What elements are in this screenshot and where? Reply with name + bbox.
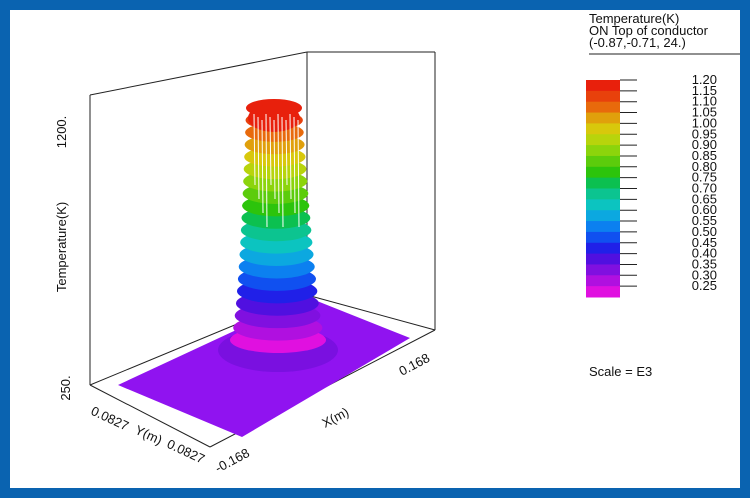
x-tick-left: -0.168 <box>212 445 252 476</box>
box-edge <box>89 384 211 448</box>
legend-swatch <box>586 112 620 124</box>
plot-frame: Temperature(K) 1200. 250. 0.0827 Y(m) 0.… <box>10 10 740 488</box>
legend-swatch <box>586 286 620 298</box>
surface-plot: Temperature(K) 1200. 250. 0.0827 Y(m) 0.… <box>54 11 740 476</box>
legend-title-line: Temperature(K) <box>589 11 679 26</box>
legend-tick-label: 1.10 <box>692 94 717 109</box>
temperature-peak <box>230 99 326 353</box>
y-tick-left: 0.0827 <box>89 403 131 433</box>
legend-tick-label: 1.00 <box>692 115 717 130</box>
peak-wire <box>257 116 260 200</box>
legend-tick-label: 0.50 <box>692 224 717 239</box>
legend-swatch <box>586 264 620 276</box>
z-tick-bottom: 250. <box>58 375 73 400</box>
legend-tick-label: 0.60 <box>692 202 717 217</box>
peak-wire <box>261 119 264 214</box>
z-axis-label: Temperature(K) <box>54 202 69 292</box>
legend-swatch <box>586 134 620 146</box>
legend-swatch <box>586 101 620 114</box>
legend-tick-label: 1.15 <box>692 83 717 98</box>
peak-wire <box>285 119 288 186</box>
legend-tick-label: 0.65 <box>692 191 717 206</box>
legend-tick-label: 0.25 <box>692 278 717 293</box>
y-tick-right: 0.0827 <box>165 436 207 466</box>
legend-scale: Scale = E3 <box>589 364 652 379</box>
legend-swatch <box>586 231 620 244</box>
legend-swatch <box>586 275 620 287</box>
legend-swatch <box>586 123 620 135</box>
peak-wire <box>277 113 280 214</box>
peak-wire <box>269 116 272 186</box>
legend-swatch <box>586 188 620 200</box>
legend-swatch <box>586 80 620 92</box>
legend-tick-label: 0.95 <box>692 126 717 141</box>
legend-swatch <box>586 177 620 189</box>
box-edge <box>89 51 308 96</box>
legend-tick-label: 0.40 <box>692 246 717 261</box>
legend-swatch <box>586 155 620 168</box>
legend-tick-label: 0.35 <box>692 256 717 271</box>
peak-wires <box>253 113 300 228</box>
x-tick-right: 0.168 <box>396 350 432 379</box>
legend-swatch <box>586 90 620 103</box>
legend-swatch <box>586 166 620 179</box>
legend-tick-label: 1.20 <box>692 72 717 87</box>
peak-wire <box>253 113 256 186</box>
legend-title-line: ON Top of conductor <box>589 23 709 38</box>
legend-tick-label: 0.45 <box>692 235 717 250</box>
legend-swatch <box>586 210 620 222</box>
legend: Temperature(K) ON Top of conductor (-0.8… <box>586 11 740 379</box>
y-axis-label: Y(m) <box>133 422 165 448</box>
z-tick-top: 1200. <box>54 116 69 149</box>
legend-title-line: (-0.87,-0.71, 24.) <box>589 35 686 50</box>
peak-wire <box>289 113 292 200</box>
peak-wire <box>293 116 296 214</box>
legend-swatch <box>586 221 620 233</box>
legend-tick-label: 0.80 <box>692 159 717 174</box>
box-edge <box>306 294 436 331</box>
legend-tick-label: 0.55 <box>692 213 717 228</box>
x-axis-label: X(m) <box>319 404 351 430</box>
legend-tick-label: 0.90 <box>692 137 717 152</box>
peak-wire <box>297 119 300 228</box>
legend-swatch <box>586 253 620 265</box>
legend-swatch <box>586 242 620 255</box>
legend-swatch <box>586 145 620 157</box>
legend-swatch <box>586 199 620 211</box>
legend-tick-label: 0.85 <box>692 148 717 163</box>
peak-wire <box>273 119 276 200</box>
peak-wire <box>265 113 268 228</box>
legend-tick-label: 0.30 <box>692 267 717 282</box>
legend-tick-label: 1.05 <box>692 105 717 120</box>
legend-tick-label: 0.70 <box>692 181 717 196</box>
legend-tick-label: 0.75 <box>692 170 717 185</box>
peak-cap <box>248 104 300 132</box>
legend-swatches: 1.201.151.101.051.000.950.900.850.800.75… <box>586 72 717 298</box>
peak-wire <box>281 116 284 228</box>
